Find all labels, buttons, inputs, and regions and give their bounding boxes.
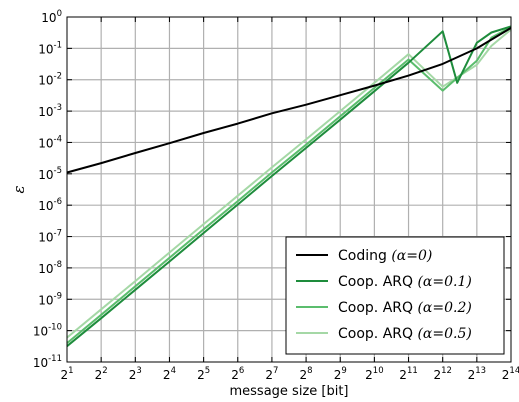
y-tick-label: 10-1 bbox=[38, 40, 62, 56]
y-tick-label: 100 bbox=[41, 9, 62, 25]
x-tick-label: 26 bbox=[231, 366, 244, 382]
y-tick-label: 10-8 bbox=[38, 260, 62, 276]
legend: Coding (α=0) Coop. ARQ (α=0.1) Coop. ARQ (… bbox=[285, 236, 505, 355]
ticks bbox=[66, 16, 512, 363]
legend-box bbox=[285, 236, 505, 355]
y-tick-label: 10-6 bbox=[38, 197, 62, 213]
x-tick-label: 213 bbox=[468, 366, 486, 382]
x-tick-label: 24 bbox=[163, 366, 176, 382]
y-tick-label: 10-3 bbox=[38, 103, 62, 119]
x-tick-label: 21 bbox=[60, 366, 73, 382]
x-tick-label: 25 bbox=[197, 366, 210, 382]
y-tick-label: 10-7 bbox=[38, 229, 62, 245]
y-tick-label: 10-5 bbox=[38, 166, 62, 182]
legend-label: Coop. ARQ (α=0.1) bbox=[338, 274, 472, 290]
legend-label: Coding (α=0) bbox=[338, 248, 432, 264]
series-layer bbox=[66, 25, 512, 347]
y-tick-label: 10-2 bbox=[38, 72, 62, 88]
legend-label: Coop. ARQ (α=0.2) bbox=[338, 300, 472, 316]
y-tick-label: 10-9 bbox=[38, 291, 62, 307]
x-tick-label: 28 bbox=[300, 366, 313, 382]
x-tick-label: 211 bbox=[399, 366, 417, 382]
series-line-0 bbox=[66, 27, 512, 174]
y-axis-label: ε bbox=[10, 185, 28, 193]
x-tick-label: 212 bbox=[433, 366, 451, 382]
x-axis-label: message size [bit] bbox=[230, 384, 349, 399]
x-tick-label: 210 bbox=[365, 366, 383, 382]
y-tick-label: 10-11 bbox=[33, 354, 62, 370]
series-line-2 bbox=[66, 26, 512, 344]
x-tick-label: 29 bbox=[334, 366, 347, 382]
x-tick-label: 214 bbox=[502, 366, 519, 382]
y-tick-label: 10-4 bbox=[38, 134, 62, 150]
plot-frame bbox=[66, 16, 512, 363]
series-line-3 bbox=[66, 28, 512, 339]
x-tick-label: 22 bbox=[95, 366, 108, 382]
tick-labels: 21 22 23 24 25 26 27 28 29 210 211 212 213 214 100 10-1… bbox=[33, 9, 519, 382]
series-line-1 bbox=[66, 25, 512, 347]
y-tick-label: 10-10 bbox=[33, 323, 62, 339]
x-tick-label: 27 bbox=[265, 366, 278, 382]
legend-label: Coop. ARQ (α=0.5) bbox=[338, 326, 472, 342]
x-tick-label: 23 bbox=[129, 366, 142, 382]
